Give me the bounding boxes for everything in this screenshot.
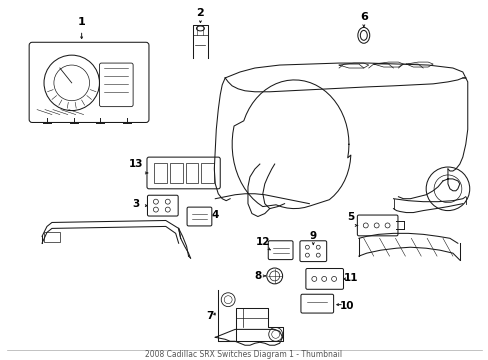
Text: 3: 3 [132, 199, 140, 209]
Text: 11: 11 [343, 273, 357, 283]
Text: 9: 9 [309, 231, 316, 241]
Text: 1: 1 [78, 18, 85, 27]
Text: 2: 2 [196, 8, 204, 18]
Bar [169, 163, 182, 183]
Text: 6: 6 [359, 12, 367, 22]
Text: 13: 13 [128, 159, 143, 169]
Bar [201, 163, 214, 183]
Text: 8: 8 [254, 271, 261, 281]
Text: 10: 10 [339, 301, 353, 311]
Text: 12: 12 [255, 237, 269, 247]
Text: 2008 Cadillac SRX Switches Diagram 1 - Thumbnail: 2008 Cadillac SRX Switches Diagram 1 - T… [145, 350, 342, 359]
Bar [44, 232, 60, 242]
Bar [154, 163, 166, 183]
Text: 4: 4 [211, 210, 219, 220]
Text: 5: 5 [346, 212, 354, 221]
Text: 7: 7 [206, 311, 214, 320]
Bar [185, 163, 198, 183]
